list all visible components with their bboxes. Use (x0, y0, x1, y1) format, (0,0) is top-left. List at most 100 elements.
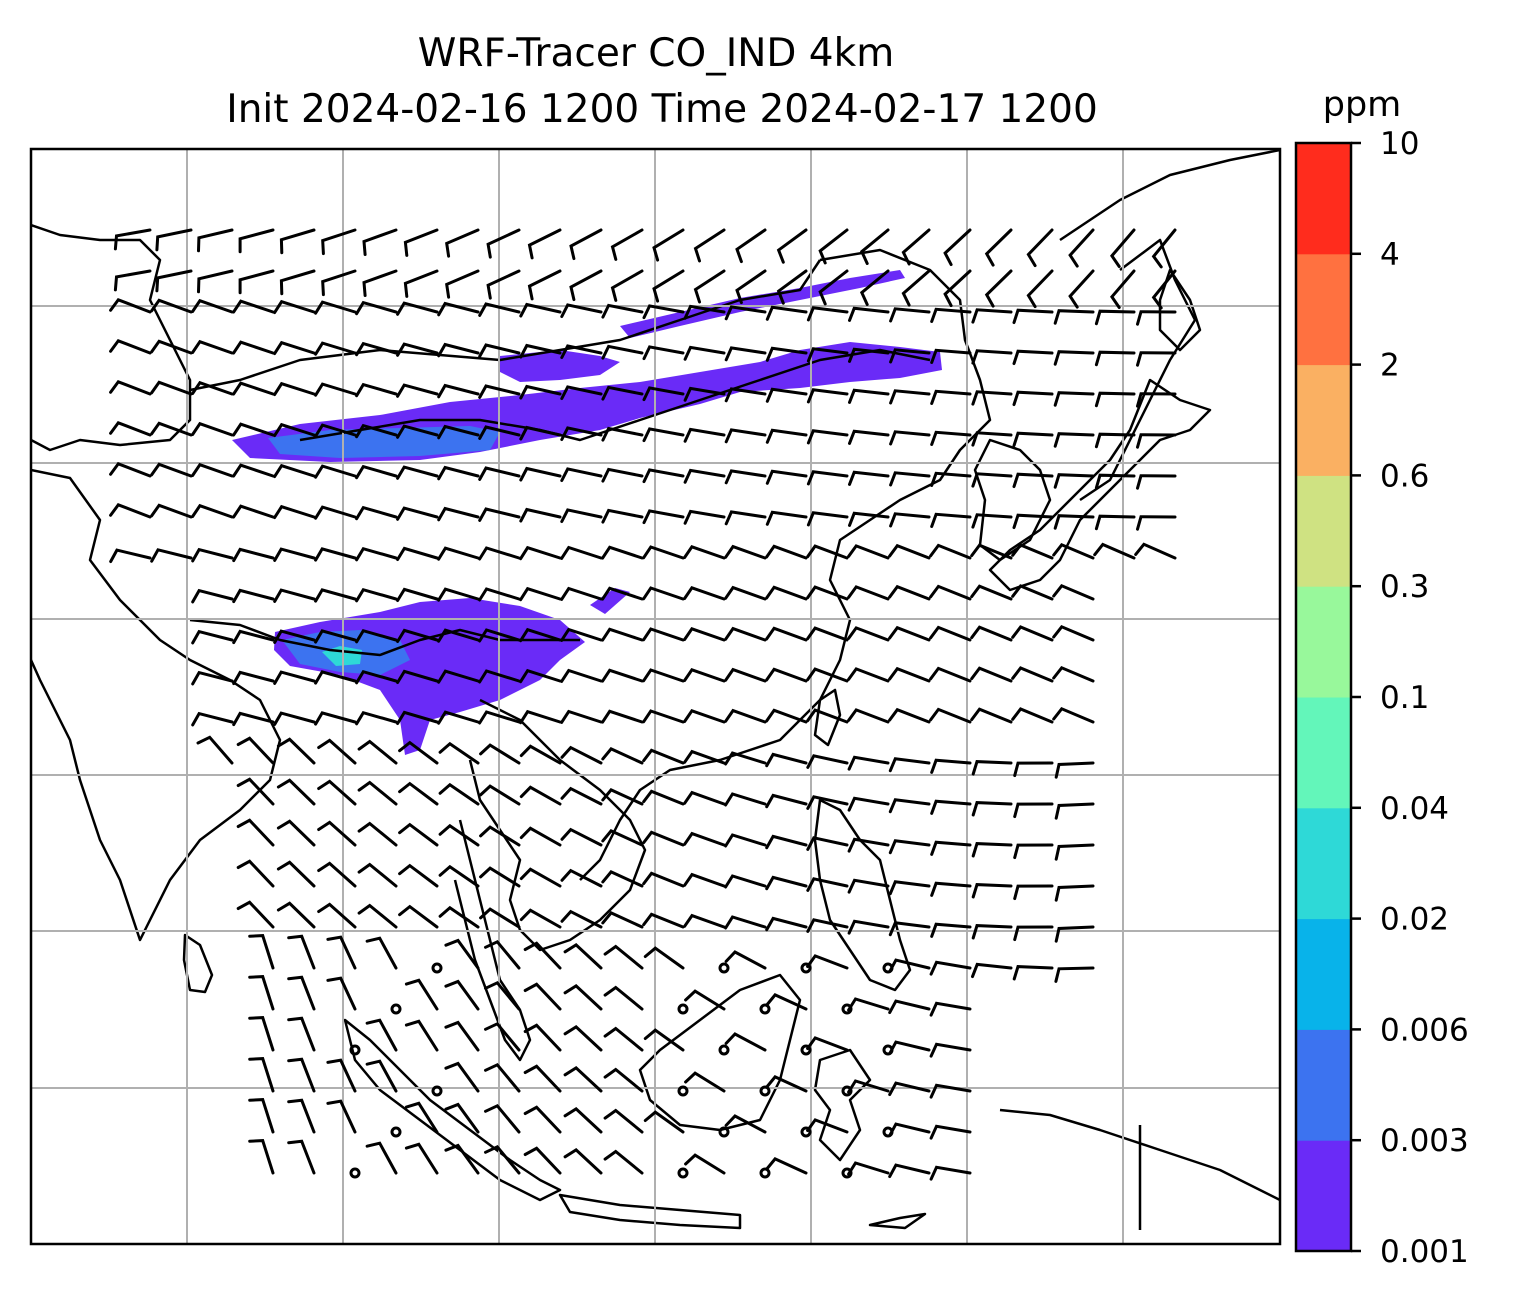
wind-barb (1054, 966, 1095, 983)
wind-barb (248, 1139, 275, 1175)
wind-barb (1134, 542, 1177, 560)
wind-barb (276, 860, 316, 888)
wind-barb (889, 512, 931, 528)
wind-barb (484, 939, 521, 970)
wind-barb (437, 669, 480, 684)
wind-barb (519, 425, 562, 441)
wind-barb (403, 269, 439, 298)
wind-barb (724, 469, 767, 485)
wind-barb (236, 859, 275, 888)
wind-barb (437, 424, 480, 440)
wind-barb (519, 384, 562, 400)
wind-barb (109, 379, 152, 396)
wind-barb (478, 628, 521, 643)
wind-barb (724, 346, 767, 362)
coast-taiwan (813, 688, 842, 747)
wind-barb (847, 1079, 890, 1094)
wind-barb (683, 790, 726, 806)
wind-barb (326, 1058, 357, 1093)
wind-barb (437, 301, 480, 317)
wind-barb (888, 625, 931, 642)
wind-calm-marker (800, 1126, 812, 1138)
wind-barb (1054, 925, 1095, 943)
wind-barb (693, 228, 726, 263)
wind-barb (929, 625, 972, 642)
wind-barb (929, 1083, 972, 1099)
wind-barb (929, 584, 972, 601)
wind-barb (642, 586, 685, 601)
wind-barb (765, 510, 808, 526)
map-frame (29, 147, 1282, 1246)
wind-barb (683, 749, 726, 765)
wind-calm-marker (800, 962, 812, 974)
wind-barb (601, 508, 644, 524)
wind-barb (601, 709, 644, 724)
wind-barb (232, 299, 275, 314)
colorbar-swatch (1296, 475, 1351, 587)
wind-barb (438, 905, 480, 929)
wind-barb (314, 300, 357, 315)
wind-barb (765, 993, 808, 1011)
wind-barb (191, 711, 234, 727)
gridlines (31, 149, 1280, 1244)
wind-barb (847, 585, 890, 601)
wind-barb (724, 305, 767, 321)
wind-barb (113, 228, 152, 251)
wind-barb (523, 1064, 562, 1093)
wind-barb (1012, 965, 1054, 981)
wind-calm-marker (718, 962, 730, 974)
wind-barb (724, 1032, 767, 1052)
wind-barb (478, 343, 521, 358)
wind-barb (929, 960, 972, 976)
wind-barb (398, 781, 439, 806)
wind-barb (563, 1066, 603, 1093)
wind-barb (560, 745, 603, 765)
wind-barb (889, 471, 931, 487)
colorbar-tick-label: 0.3 (1380, 569, 1429, 605)
wind-barb (888, 839, 931, 855)
wind-barb (848, 347, 890, 363)
wind-barb (437, 587, 480, 602)
wind-barb (478, 425, 521, 440)
wind-barb (888, 1122, 931, 1138)
wind-barb (929, 707, 972, 724)
wind-barb (971, 962, 1013, 979)
wind-calm-marker (349, 1167, 361, 1179)
wind-barb (971, 883, 1013, 899)
colorbar-swatch (1296, 364, 1351, 476)
wind-barb (603, 1026, 644, 1052)
plume-north-upper (500, 350, 620, 382)
wind-barb (519, 343, 562, 359)
wind-barb (642, 427, 685, 443)
colorbar-tick-label: 0.006 (1380, 1012, 1469, 1048)
wind-barb (601, 467, 644, 483)
wind-barb (478, 587, 521, 602)
wind-barb (683, 709, 726, 724)
wind-barb (847, 626, 890, 642)
wind-barb (1053, 432, 1095, 448)
wind-barb (601, 911, 644, 929)
wind-barb (523, 1023, 562, 1052)
wind-barb (236, 777, 275, 806)
wind-barb (724, 792, 767, 807)
wind-barb (519, 545, 562, 561)
wind-barb (806, 347, 849, 363)
wind-barb (232, 670, 275, 686)
coast-west-asia (31, 223, 192, 452)
wind-barb (314, 341, 357, 356)
wind-barb (889, 348, 931, 364)
wind-barb (444, 1102, 480, 1134)
wind-barb (191, 503, 234, 519)
wind-barb (276, 778, 316, 806)
wind-barb (191, 339, 234, 355)
wind-barb (519, 668, 562, 684)
colorbar-swatch (1296, 253, 1351, 366)
border-north-steppe (189, 259, 822, 392)
wind-barb (652, 269, 685, 303)
wind-barb (1053, 473, 1095, 489)
wind-barb (355, 587, 398, 603)
wind-barb (943, 269, 972, 308)
wind-barb (1052, 624, 1095, 642)
colorbar-ticks: 0.001 0.003 0.006 0.02 0.04 0.1 0.3 0.6 2 4 10 (1351, 126, 1469, 1270)
